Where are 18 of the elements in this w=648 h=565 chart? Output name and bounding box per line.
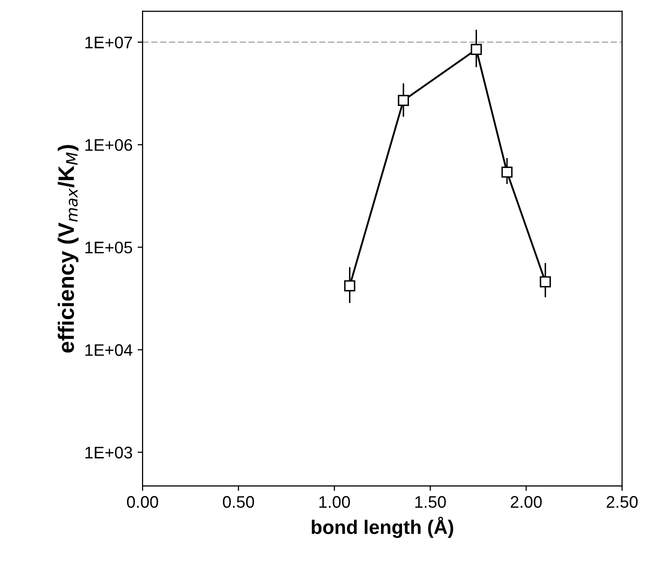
x-tick-label: 0.00	[126, 496, 158, 508]
point	[540, 276, 551, 288]
x-axis-title: bond length (Å)	[312, 516, 454, 538]
y-tick-label: 1E+05	[85, 242, 132, 254]
x-tick-label: 2.50	[606, 496, 638, 508]
y-tick-label: 1E+04	[85, 344, 132, 356]
point	[398, 94, 409, 106]
y-tick-label: 1E+03	[85, 446, 132, 458]
point	[344, 280, 356, 292]
x-tick-label: 2.00	[510, 496, 542, 508]
y-axis-title: efficiency (V$_{max}$/K$_{M}$)	[58, 144, 78, 353]
point	[501, 166, 513, 178]
x-tick-label: 1.50	[415, 496, 446, 508]
x-tick-label: 1.00	[319, 496, 350, 508]
x-tick-label: 0.50	[222, 496, 254, 508]
point	[470, 44, 482, 55]
y-tick-label: 1E+07	[85, 36, 132, 48]
y-tick-label: 1E+06	[85, 139, 132, 151]
